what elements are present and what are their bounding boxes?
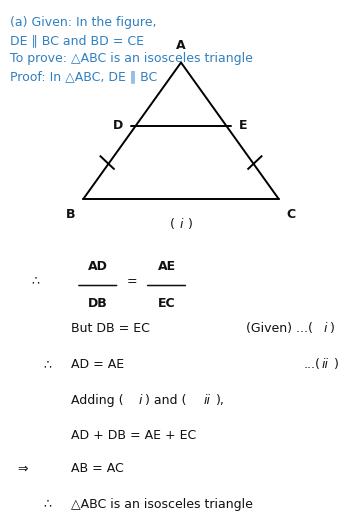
Text: Proof: In △ABC, DE ∥ BC: Proof: In △ABC, DE ∥ BC (10, 70, 157, 83)
Text: D: D (113, 119, 123, 131)
Text: AE: AE (157, 260, 176, 273)
Text: EC: EC (158, 297, 175, 309)
Text: B: B (66, 208, 75, 221)
Text: AB = AC: AB = AC (71, 463, 123, 475)
Text: A: A (176, 39, 186, 52)
Text: C: C (287, 208, 296, 221)
Text: ): ) (188, 218, 192, 231)
Text: ),: ), (216, 394, 225, 406)
Text: AD = AE: AD = AE (71, 358, 124, 371)
Text: ∴: ∴ (43, 498, 51, 511)
Text: ): ) (330, 322, 335, 334)
Text: AD + DB = AE + EC: AD + DB = AE + EC (71, 429, 196, 441)
Text: But DB = EC: But DB = EC (71, 322, 150, 334)
Text: To prove: △ABC is an isosceles triangle: To prove: △ABC is an isosceles triangle (10, 52, 253, 65)
Text: =: = (127, 275, 138, 288)
Text: ∴: ∴ (31, 275, 39, 288)
Text: i: i (324, 322, 328, 334)
Text: (a) Given: In the figure,: (a) Given: In the figure, (10, 16, 157, 29)
Text: ): ) (334, 358, 338, 371)
Text: ∴: ∴ (43, 358, 51, 371)
Text: (Given) ...(: (Given) ...( (246, 322, 313, 334)
Text: DE ∥ BC and BD = CE: DE ∥ BC and BD = CE (10, 34, 144, 47)
Text: AD: AD (88, 260, 108, 273)
Text: ...(: ...( (304, 358, 321, 371)
Text: ⇒: ⇒ (17, 463, 28, 475)
Text: ) and (: ) and ( (145, 394, 186, 406)
Text: i: i (139, 394, 143, 406)
Text: (: ( (170, 218, 174, 231)
Text: △ABC is an isosceles triangle: △ABC is an isosceles triangle (71, 498, 252, 511)
Text: i: i (179, 218, 183, 231)
Text: DB: DB (88, 297, 108, 309)
Text: ii: ii (321, 358, 328, 371)
Text: ii: ii (203, 394, 210, 406)
Text: E: E (239, 119, 247, 131)
Text: Adding (: Adding ( (71, 394, 123, 406)
